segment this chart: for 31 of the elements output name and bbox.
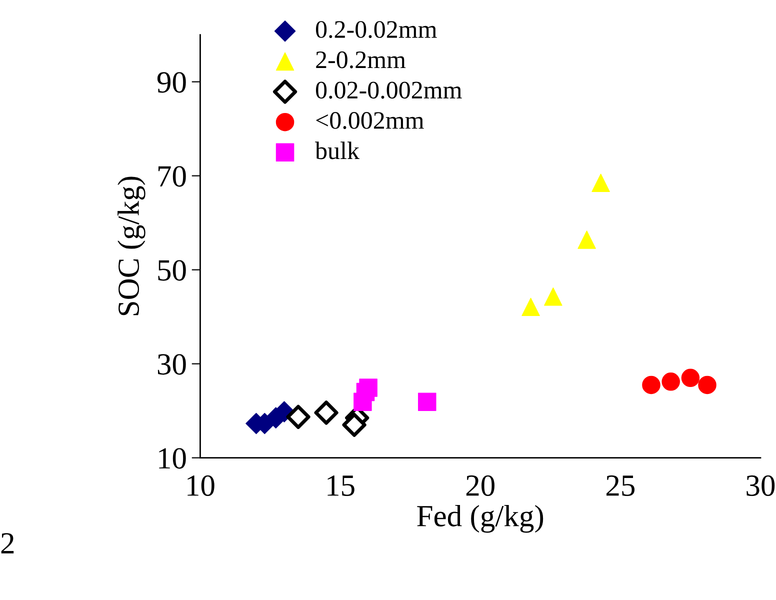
y-tick-label: 90 bbox=[157, 72, 186, 93]
point bbox=[642, 376, 660, 394]
point bbox=[544, 287, 562, 306]
point bbox=[314, 400, 338, 425]
x-tick-label: 15 bbox=[328, 476, 354, 496]
y-tick-label: 70 bbox=[158, 166, 186, 187]
point bbox=[698, 376, 716, 394]
point bbox=[578, 230, 596, 249]
text: 2 bbox=[1, 533, 14, 554]
x-axis-title: Fed (g/kg) bbox=[417, 504, 544, 533]
legend-label: 0.2-0.02mm bbox=[316, 21, 437, 38]
point bbox=[342, 412, 366, 437]
x-tick-label: 25 bbox=[606, 475, 634, 496]
y-tick-label: 50 bbox=[158, 260, 186, 281]
point bbox=[592, 174, 610, 192]
x-tick-label: 30 bbox=[746, 475, 775, 496]
legend-label: bulk bbox=[315, 142, 360, 160]
y-tick-label: 30 bbox=[158, 354, 186, 375]
point bbox=[354, 392, 372, 412]
x-tick-label: 20 bbox=[466, 475, 494, 496]
point bbox=[418, 392, 436, 412]
point bbox=[286, 404, 310, 429]
y-tick-label: 10 bbox=[159, 448, 186, 469]
point bbox=[662, 372, 680, 391]
legend-label: 2-0.2mm bbox=[316, 51, 406, 68]
x-tick-label: 10 bbox=[188, 475, 214, 496]
point bbox=[681, 368, 700, 388]
legend-label: 0.02-0.002mm bbox=[316, 82, 462, 99]
y-axis-title: SOC (g/kg) bbox=[118, 176, 146, 316]
legend-label: <0.002mm bbox=[316, 112, 424, 130]
point bbox=[522, 298, 540, 316]
